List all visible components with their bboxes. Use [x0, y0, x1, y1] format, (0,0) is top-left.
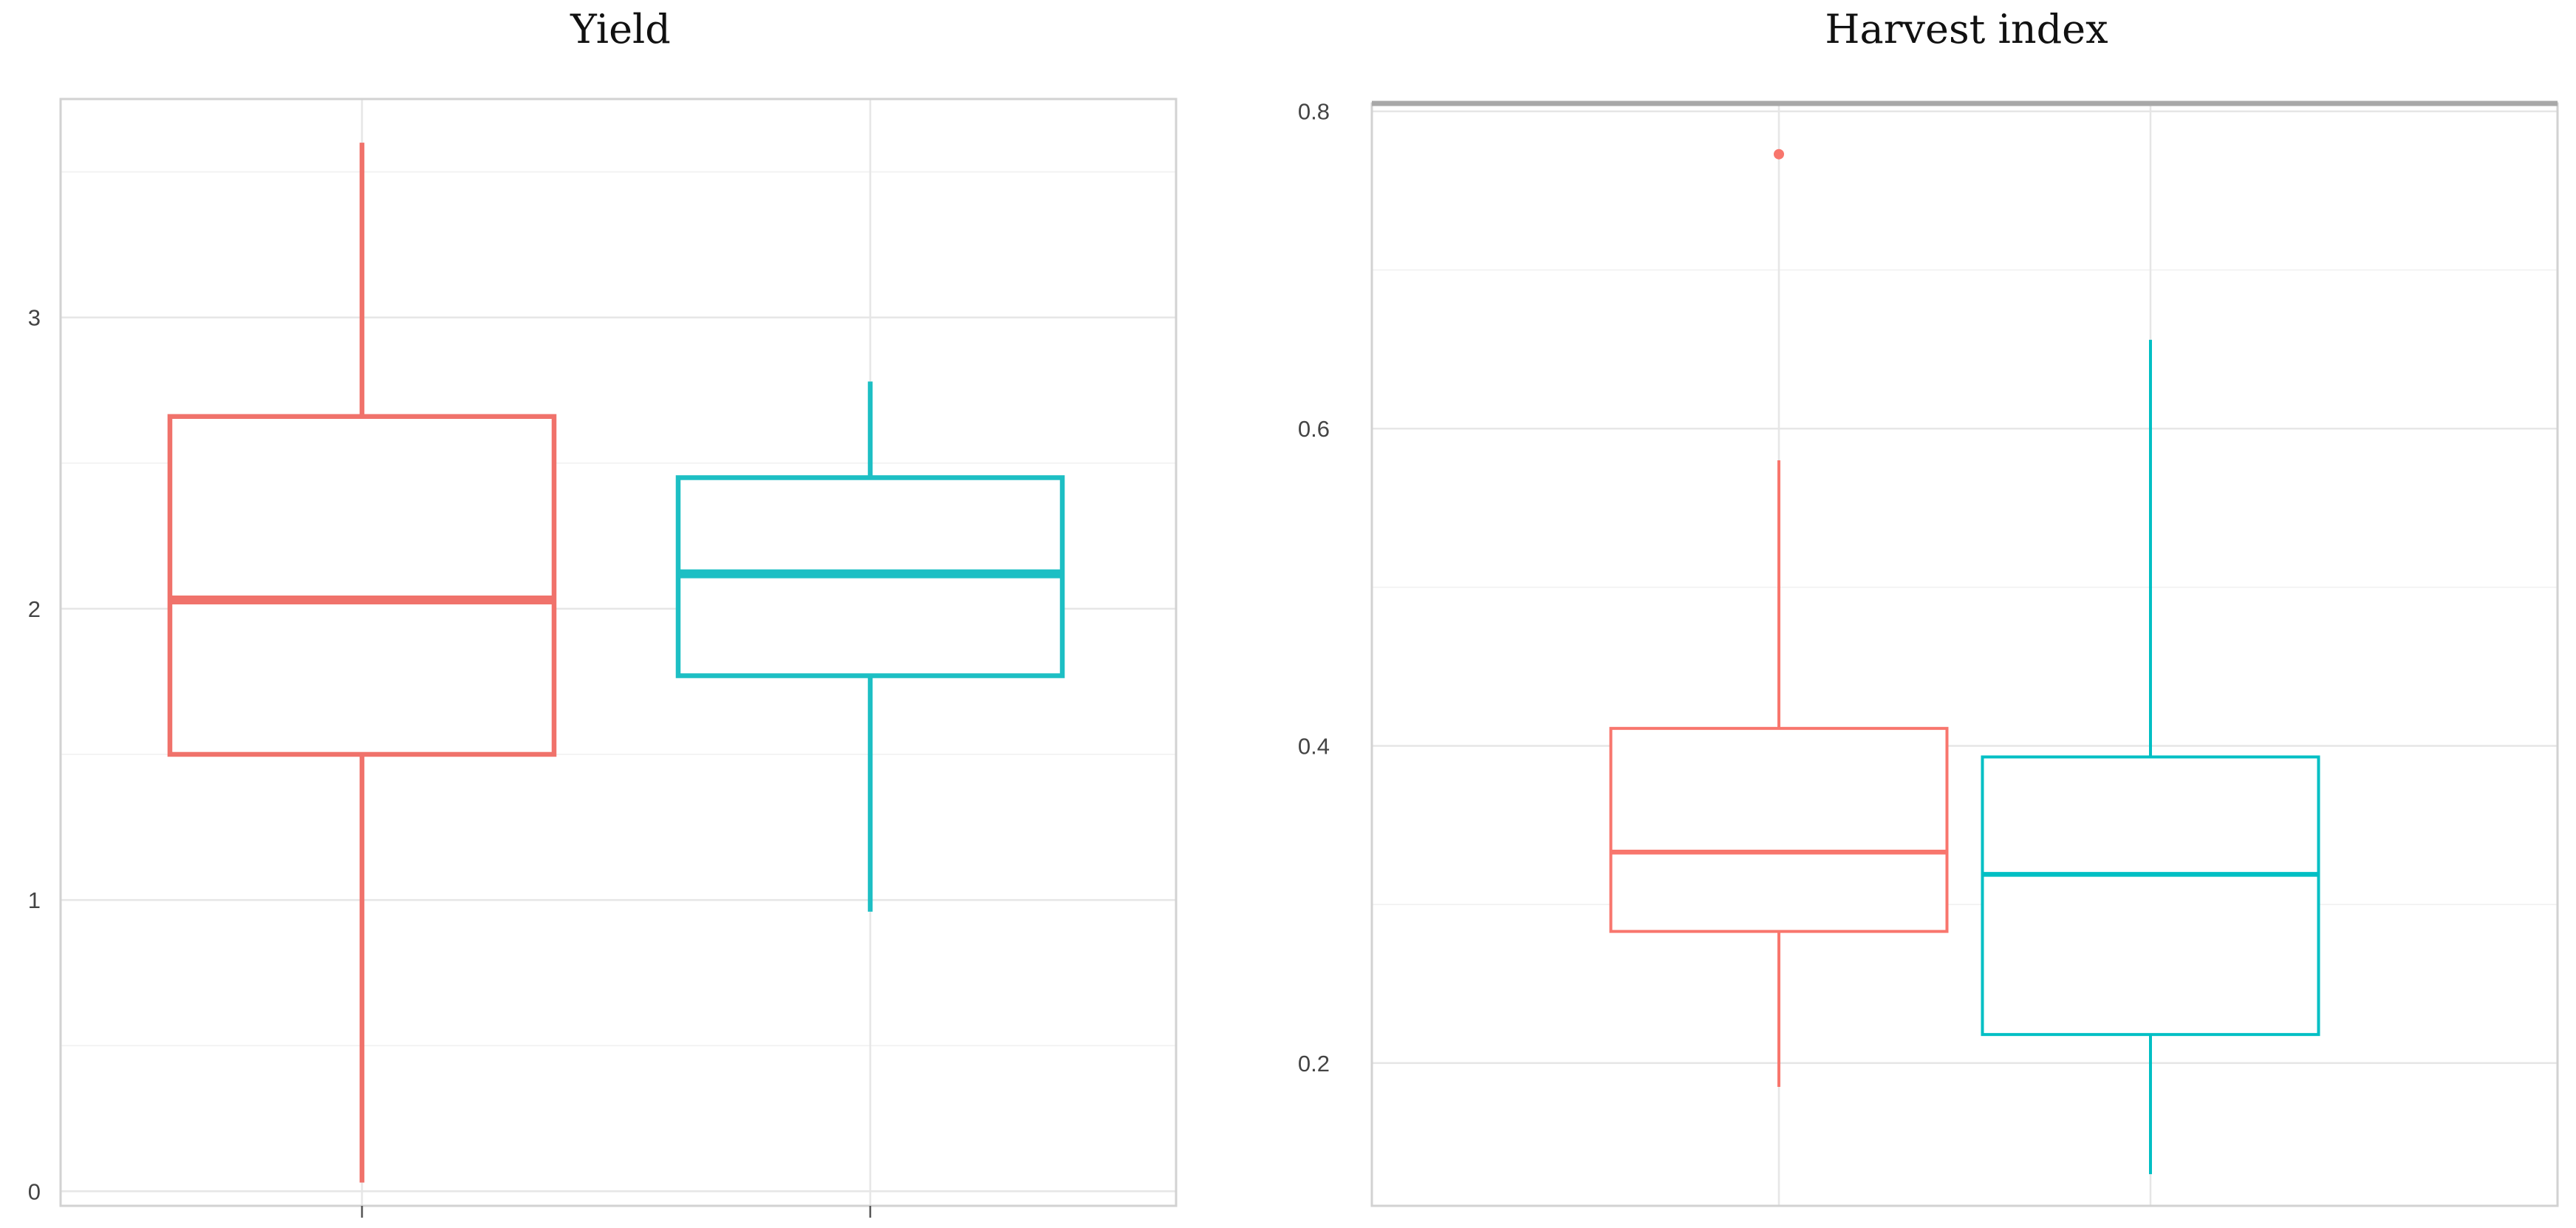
harvest-index-grid	[1372, 103, 2558, 1206]
harvest-index-boxes	[1609, 149, 2320, 1175]
harvest-index-y-ticks: 0.2 0.4 0.6 0.8	[1298, 99, 1330, 1077]
harvest-index-box-1	[1609, 149, 1949, 1087]
yield-box-1	[167, 143, 557, 1183]
yield-y-ticks: 0 1 2 3	[28, 305, 41, 1205]
yield-title: Yield	[570, 6, 671, 52]
harvest-index-box-2	[1981, 339, 2320, 1175]
yield-iqr-box-1	[167, 414, 557, 757]
harvest-index-y-tick-label-0: 0.2	[1298, 1051, 1330, 1077]
yield-plot-frame	[59, 98, 1178, 1207]
yield-box-2	[675, 381, 1065, 912]
yield-panel: Yield 0 1 2 3	[28, 6, 1178, 1218]
yield-boxes	[167, 143, 1065, 1183]
harvest-index-title: Harvest index	[1825, 6, 2108, 52]
yield-y-tick-label-3: 3	[28, 305, 41, 331]
yield-y-tick-label-2: 2	[28, 596, 41, 622]
harvest-index-outlier-1-0	[1774, 149, 1784, 160]
yield-y-tick-label-1: 1	[28, 887, 41, 913]
harvest-index-y-tick-label-3: 0.8	[1298, 99, 1330, 125]
harvest-index-panel: Harvest index 0.2 0.4 0.6 0.8	[1298, 6, 2559, 1207]
harvest-index-y-tick-label-1: 0.4	[1298, 733, 1330, 759]
yield-y-tick-label-0: 0	[28, 1178, 41, 1204]
harvest-index-plot-frame	[1370, 102, 2559, 1207]
harvest-index-iqr-box-2	[1981, 755, 2320, 1037]
harvest-index-iqr-box-1	[1609, 726, 1949, 933]
harvest-index-y-tick-label-2: 0.6	[1298, 416, 1330, 442]
